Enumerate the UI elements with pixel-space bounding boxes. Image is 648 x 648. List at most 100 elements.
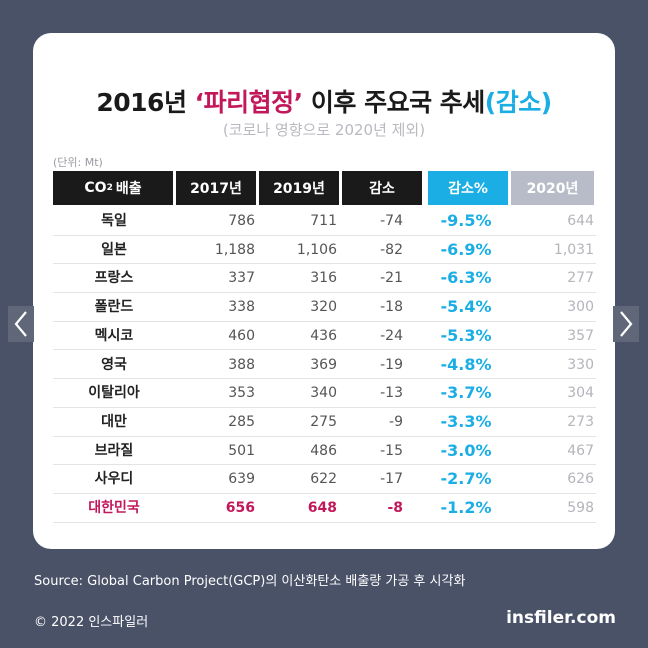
source-note: Source: Global Carbon Project(GCP)의 이산화탄… bbox=[34, 574, 466, 589]
next-button[interactable] bbox=[613, 306, 639, 342]
decrease-pct-cell: -6.3% bbox=[440, 268, 492, 288]
decrease-pct-cell: -4.8% bbox=[440, 354, 492, 374]
table-row: 일본 1,188 1,106 -82 -6.9% 1,031 bbox=[53, 236, 596, 265]
table-row: 폴란드 338 320 -18 -5.4% 300 bbox=[53, 293, 596, 322]
country-cell: 이탈리아 bbox=[88, 385, 140, 402]
value-2020-cell: 1,031 bbox=[553, 241, 594, 258]
decrease-cell: -9 bbox=[389, 413, 403, 430]
value-2019-cell: 486 bbox=[310, 442, 337, 459]
value-2019-cell: 622 bbox=[310, 471, 337, 488]
content-card: 2016년 ‘파리협정’ 이후 주요국 추세(감소) (코로나 영향으로 202… bbox=[33, 33, 615, 549]
value-2020-cell: 304 bbox=[567, 385, 594, 402]
header-2020: 2020년 bbox=[511, 171, 594, 205]
value-2017-cell: 656 bbox=[225, 500, 255, 516]
country-cell: 사우디 bbox=[94, 471, 134, 488]
country-cell: 일본 bbox=[101, 241, 127, 258]
decrease-cell: -15 bbox=[380, 442, 403, 459]
value-2017-cell: 786 bbox=[228, 213, 255, 229]
decrease-cell: -74 bbox=[380, 213, 403, 229]
decrease-cell: -8 bbox=[387, 500, 403, 516]
value-2019-cell: 275 bbox=[310, 413, 337, 430]
decrease-cell: -19 bbox=[380, 356, 403, 373]
value-2020-cell: 300 bbox=[567, 299, 594, 316]
value-2017-cell: 285 bbox=[228, 413, 255, 430]
table-row: 대한민국 656 648 -8 -1.2% 598 bbox=[53, 494, 596, 523]
title-quoted: ‘파리협정’ bbox=[194, 88, 304, 117]
chevron-left-icon bbox=[14, 311, 27, 337]
decrease-pct-cell: -9.5% bbox=[440, 211, 492, 230]
table-row: 사우디 639 622 -17 -2.7% 626 bbox=[53, 465, 596, 494]
title-accent: (감소) bbox=[484, 88, 552, 117]
table-row: 대만 285 275 -9 -3.3% 273 bbox=[53, 408, 596, 437]
value-2017-cell: 460 bbox=[228, 327, 255, 344]
value-2019-cell: 316 bbox=[310, 270, 337, 287]
value-2020-cell: 357 bbox=[567, 327, 594, 344]
value-2019-cell: 340 bbox=[310, 385, 337, 402]
decrease-cell: -18 bbox=[380, 299, 403, 316]
header-2019: 2019년 bbox=[259, 171, 339, 205]
decrease-cell: -17 bbox=[380, 471, 403, 488]
table-row: 멕시코 460 436 -24 -5.3% 357 bbox=[53, 322, 596, 351]
value-2017-cell: 337 bbox=[228, 270, 255, 287]
decrease-pct-cell: -3.3% bbox=[440, 411, 492, 431]
decrease-pct-cell: -1.2% bbox=[440, 498, 492, 517]
decrease-pct-cell: -3.0% bbox=[440, 440, 492, 460]
value-2019-cell: 436 bbox=[310, 327, 337, 344]
value-2020-cell: 626 bbox=[567, 471, 594, 488]
value-2020-cell: 644 bbox=[567, 213, 594, 229]
header-decrease-pct: 감소% bbox=[428, 171, 508, 205]
copyright: © 2022 인스파일러 bbox=[34, 615, 149, 630]
value-2017-cell: 501 bbox=[228, 442, 255, 459]
value-2019-cell: 648 bbox=[307, 500, 337, 516]
value-2020-cell: 273 bbox=[567, 413, 594, 430]
prev-button[interactable] bbox=[8, 306, 34, 342]
value-2017-cell: 388 bbox=[228, 356, 255, 373]
country-cell: 독일 bbox=[101, 213, 127, 229]
value-2019-cell: 711 bbox=[310, 213, 337, 229]
country-cell: 프랑스 bbox=[94, 270, 134, 287]
title-middle: 이후 주요국 추세 bbox=[302, 88, 485, 117]
header-2017: 2017년 bbox=[176, 171, 256, 205]
value-2020-cell: 277 bbox=[567, 270, 594, 287]
chevron-right-icon bbox=[620, 311, 633, 337]
value-2020-cell: 598 bbox=[567, 500, 594, 516]
country-cell: 멕시코 bbox=[94, 327, 134, 344]
title-prefix: 2016년 bbox=[96, 88, 195, 117]
country-cell: 영국 bbox=[101, 356, 127, 373]
chart-title: 2016년 ‘파리협정’ 이후 주요국 추세(감소) bbox=[33, 83, 615, 119]
unit-label: (단위: Mt) bbox=[53, 156, 103, 169]
table-row: 이탈리아 353 340 -13 -3.7% 304 bbox=[53, 379, 596, 408]
brand-link[interactable]: insfiler.com bbox=[506, 608, 616, 628]
decrease-pct-cell: -3.7% bbox=[440, 383, 492, 403]
table-row: 브라질 501 486 -15 -3.0% 467 bbox=[53, 437, 596, 466]
value-2017-cell: 1,188 bbox=[214, 241, 255, 258]
country-cell: 대한민국 bbox=[88, 500, 140, 516]
header-co-subscript: 2 bbox=[106, 183, 113, 193]
value-2019-cell: 1,106 bbox=[296, 241, 337, 258]
decrease-cell: -24 bbox=[380, 327, 403, 344]
country-cell: 대만 bbox=[101, 413, 127, 430]
decrease-pct-cell: -5.4% bbox=[440, 297, 492, 317]
value-2019-cell: 369 bbox=[310, 356, 337, 373]
decrease-cell: -82 bbox=[380, 241, 403, 258]
header-decrease: 감소 bbox=[342, 171, 422, 205]
country-cell: 브라질 bbox=[94, 442, 134, 459]
table-row: 독일 786 711 -74 -9.5% 644 bbox=[53, 207, 596, 236]
header-country: CO 2 배출 bbox=[53, 171, 173, 205]
decrease-pct-cell: -5.3% bbox=[440, 325, 492, 345]
decrease-cell: -13 bbox=[380, 385, 403, 402]
value-2017-cell: 338 bbox=[228, 299, 255, 316]
decrease-cell: -21 bbox=[380, 270, 403, 287]
value-2020-cell: 330 bbox=[567, 356, 594, 373]
decrease-pct-cell: -6.9% bbox=[440, 239, 492, 259]
decrease-pct-cell: -2.7% bbox=[440, 469, 492, 489]
header-co-label: CO bbox=[84, 180, 107, 196]
table-row: 프랑스 337 316 -21 -6.3% 277 bbox=[53, 264, 596, 294]
value-2020-cell: 467 bbox=[567, 442, 594, 459]
value-2017-cell: 639 bbox=[228, 471, 255, 488]
value-2017-cell: 353 bbox=[228, 385, 255, 402]
chart-subtitle: (코로나 영향으로 2020년 제외) bbox=[222, 121, 426, 139]
value-2019-cell: 320 bbox=[310, 299, 337, 316]
table-row: 영국 388 369 -19 -4.8% 330 bbox=[53, 351, 596, 380]
header-emission-label: 배출 bbox=[115, 181, 142, 197]
